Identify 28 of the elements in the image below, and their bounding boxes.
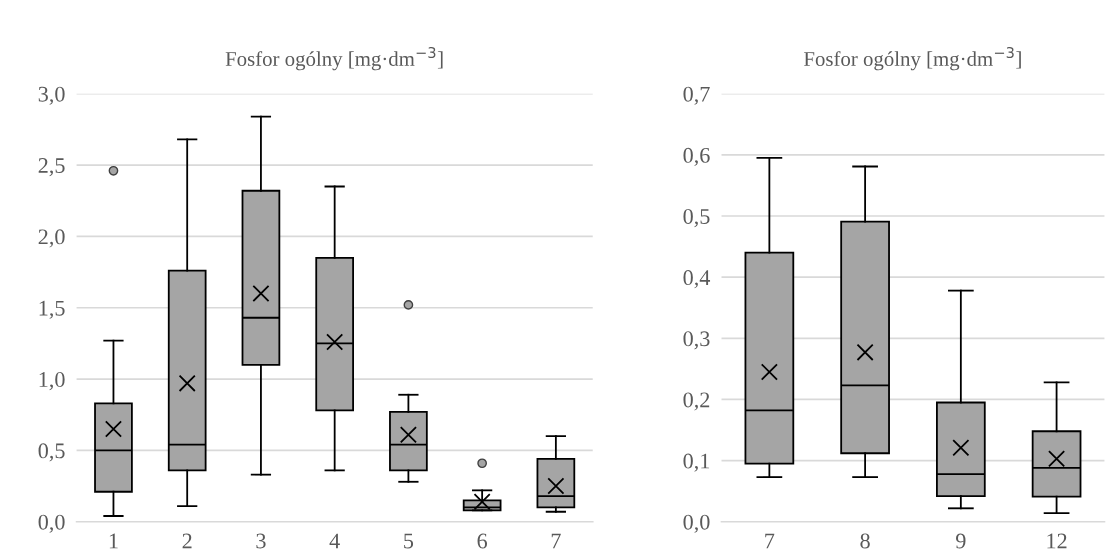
- y-tick-label: 1,0: [39, 372, 65, 391]
- x-tick-label: 1: [109, 533, 118, 549]
- x-tick-label: 7: [765, 533, 775, 549]
- x-tick-label: 6: [477, 533, 488, 549]
- y-tick-label: 0,4: [683, 270, 711, 289]
- x-tick-label: 4: [329, 533, 340, 549]
- x-tick-label: 7: [551, 533, 561, 549]
- x-tick-label: 3: [256, 533, 266, 549]
- y-tick-label: 0,2: [683, 392, 710, 411]
- y-tick-label: 0,7: [683, 86, 710, 105]
- x-tick-label: 12: [1047, 533, 1067, 549]
- y-tick-label: 0,5: [38, 443, 65, 462]
- y-tick-label: 0,5: [683, 208, 710, 228]
- chart-title: Fosfor ogólny [mg·dm$^{−3}$]: [803, 47, 1021, 71]
- y-tick-label: 0,6: [683, 147, 710, 167]
- y-tick-label: 0,3: [683, 331, 710, 350]
- x-tick-label: 5: [404, 533, 414, 549]
- y-tick-label: 0,0: [38, 514, 65, 533]
- y-tick-label: 3,0: [38, 86, 65, 105]
- y-tick-label: 2,5: [38, 158, 65, 177]
- y-tick-label: 2,0: [38, 229, 65, 248]
- chart-title: Fosfor ogólny [mg·dm$^{−3}$]: [225, 47, 443, 71]
- y-tick-label: 0,1: [683, 453, 710, 472]
- y-tick-label: 1,5: [39, 300, 65, 319]
- x-tick-label: 2: [182, 533, 192, 549]
- y-tick-label: 0,0: [683, 514, 710, 533]
- x-tick-label: 8: [860, 533, 870, 549]
- x-tick-label: 9: [956, 533, 966, 549]
